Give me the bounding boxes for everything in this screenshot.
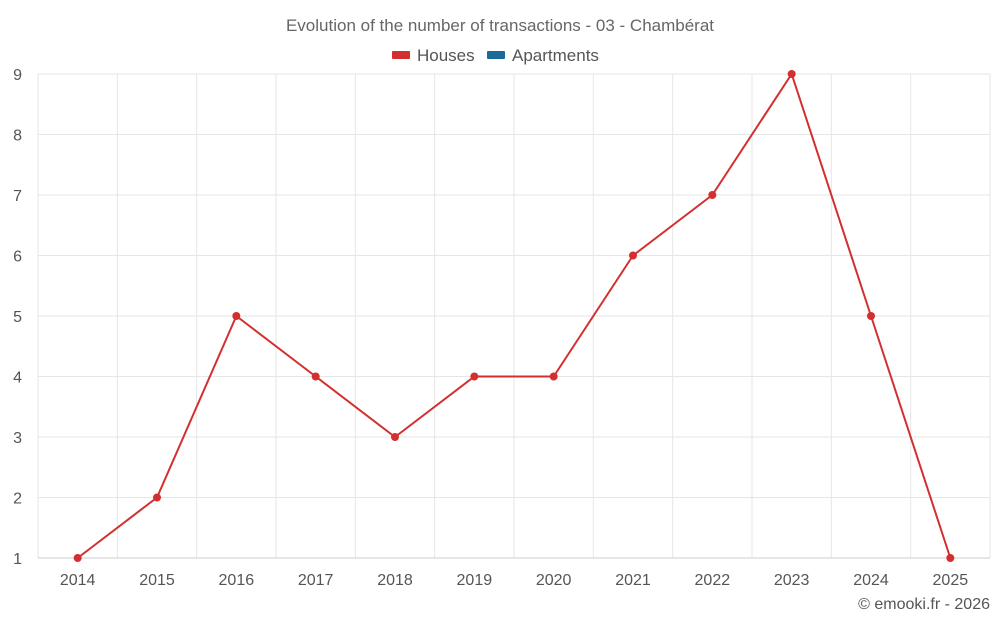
x-tick-label: 2017 bbox=[298, 572, 334, 589]
data-point[interactable] bbox=[787, 70, 796, 78]
x-tick-label: 2024 bbox=[853, 572, 889, 589]
x-tick-label: 2023 bbox=[774, 572, 810, 589]
y-tick-label: 4 bbox=[13, 370, 22, 387]
series-houses bbox=[73, 70, 955, 562]
x-tick-label: 2025 bbox=[933, 572, 969, 589]
data-point[interactable] bbox=[470, 372, 479, 381]
x-tick-label: 2022 bbox=[695, 572, 731, 589]
data-point[interactable] bbox=[232, 312, 241, 320]
legend-swatch-houses bbox=[392, 51, 410, 59]
x-tick-label: 2015 bbox=[139, 572, 175, 589]
y-tick-label: 7 bbox=[13, 188, 22, 205]
y-tick-label: 3 bbox=[13, 430, 22, 447]
x-axis: 2014 2015 2016 2017 2018 2019 2020 2021 2022 2023… bbox=[38, 557, 990, 589]
legend-label-houses: Houses bbox=[417, 46, 475, 65]
chart-title: Evolution of the number of transactions … bbox=[286, 16, 714, 35]
data-point[interactable] bbox=[153, 493, 161, 502]
x-tick-label: 2016 bbox=[219, 572, 255, 589]
y-tick-label: 1 bbox=[13, 551, 22, 568]
credit-text: © emooki.fr - 2026 bbox=[858, 596, 990, 613]
data-point[interactable] bbox=[73, 554, 82, 562]
data-point[interactable] bbox=[629, 251, 637, 260]
legend-swatch-apartments bbox=[487, 51, 505, 59]
x-tick-label: 2020 bbox=[536, 572, 572, 589]
x-tick-label: 2014 bbox=[60, 572, 96, 589]
legend: Houses Apartments bbox=[392, 46, 599, 65]
y-axis: 1 2 3 4 5 6 7 8 9 bbox=[13, 67, 22, 568]
data-point[interactable] bbox=[311, 372, 320, 381]
legend-item-apartments[interactable]: Apartments bbox=[487, 46, 599, 65]
grid bbox=[37, 73, 991, 558]
data-point[interactable] bbox=[867, 312, 875, 320]
data-point[interactable] bbox=[391, 433, 399, 441]
data-point[interactable] bbox=[708, 191, 717, 199]
y-tick-label: 6 bbox=[13, 249, 22, 266]
x-tick-label: 2019 bbox=[457, 572, 493, 589]
legend-label-apartments: Apartments bbox=[512, 46, 599, 65]
data-point[interactable] bbox=[946, 554, 955, 562]
data-point[interactable] bbox=[549, 372, 558, 381]
y-tick-label: 8 bbox=[13, 128, 22, 145]
legend-item-houses[interactable]: Houses bbox=[392, 46, 475, 65]
y-tick-label: 2 bbox=[13, 491, 22, 508]
y-tick-label: 5 bbox=[13, 309, 22, 326]
y-tick-label: 9 bbox=[13, 67, 22, 84]
x-tick-label: 2018 bbox=[377, 572, 413, 589]
x-tick-label: 2021 bbox=[615, 572, 651, 589]
series-line-houses bbox=[77, 73, 952, 559]
